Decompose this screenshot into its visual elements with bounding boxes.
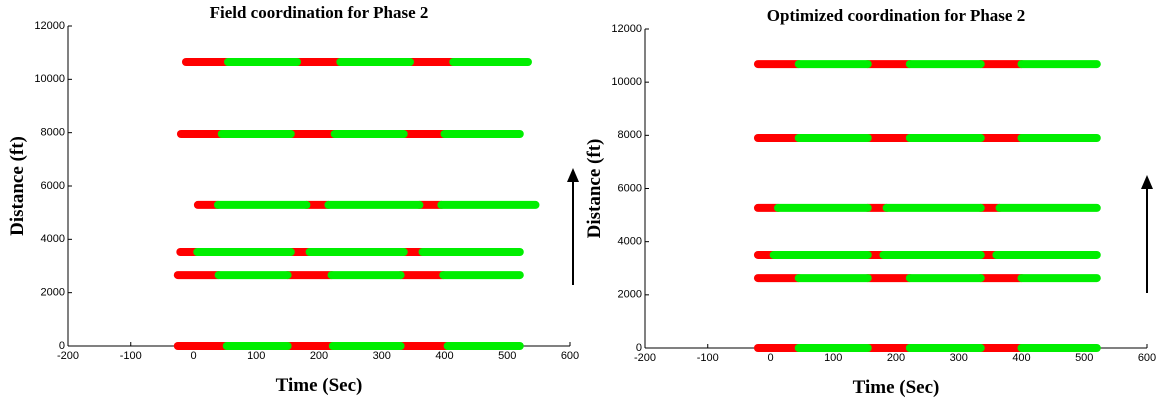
arrow-head [1141,175,1153,189]
y-tick-label: 4000 [41,233,65,245]
y-tick-label: 8000 [618,129,642,141]
y-tick-label: 0 [636,342,642,354]
y-tick-label: 10000 [611,76,642,88]
x-tick-label: -100 [120,350,142,362]
x-tick-label: 500 [498,350,516,362]
x-tick-label: -200 [57,350,79,362]
x-tick-label: -200 [634,352,656,364]
y-tick-label: 2000 [618,289,642,301]
x-axis-label: Time (Sec) [853,377,940,398]
x-tick-label: -100 [697,352,719,364]
x-tick-label: 0 [190,350,196,362]
y-tick-label: 12000 [34,20,65,32]
x-tick-label: 600 [1138,352,1156,364]
y-tick-label: 4000 [618,236,642,248]
x-tick-label: 200 [310,350,328,362]
y-tick-label: 0 [59,340,65,352]
x-tick-label: 300 [373,350,391,362]
x-tick-label: 400 [435,350,453,362]
y-tick-label: 6000 [41,180,65,192]
x-tick-label: 0 [767,352,773,364]
x-tick-label: 300 [950,352,968,364]
x-tick-label: 500 [1075,352,1093,364]
x-tick-label: 600 [561,350,579,362]
x-tick-label: 200 [887,352,905,364]
x-axis-label: Time (Sec) [276,375,363,396]
chart-title: Field coordination for Phase 2 [210,3,429,22]
y-tick-label: 6000 [618,182,642,194]
arrow-head [567,168,579,182]
chart-title: Optimized coordination for Phase 2 [767,6,1025,25]
y-axis-label: Distance (ft) [584,139,605,239]
y-tick-label: 8000 [41,127,65,139]
x-tick-label: 100 [824,352,842,364]
y-tick-label: 10000 [34,73,65,85]
x-tick-label: 400 [1012,352,1030,364]
y-tick-label: 2000 [41,287,65,299]
y-axis-label: Distance (ft) [7,136,28,236]
y-tick-label: 12000 [611,23,642,35]
x-tick-label: 100 [247,350,265,362]
